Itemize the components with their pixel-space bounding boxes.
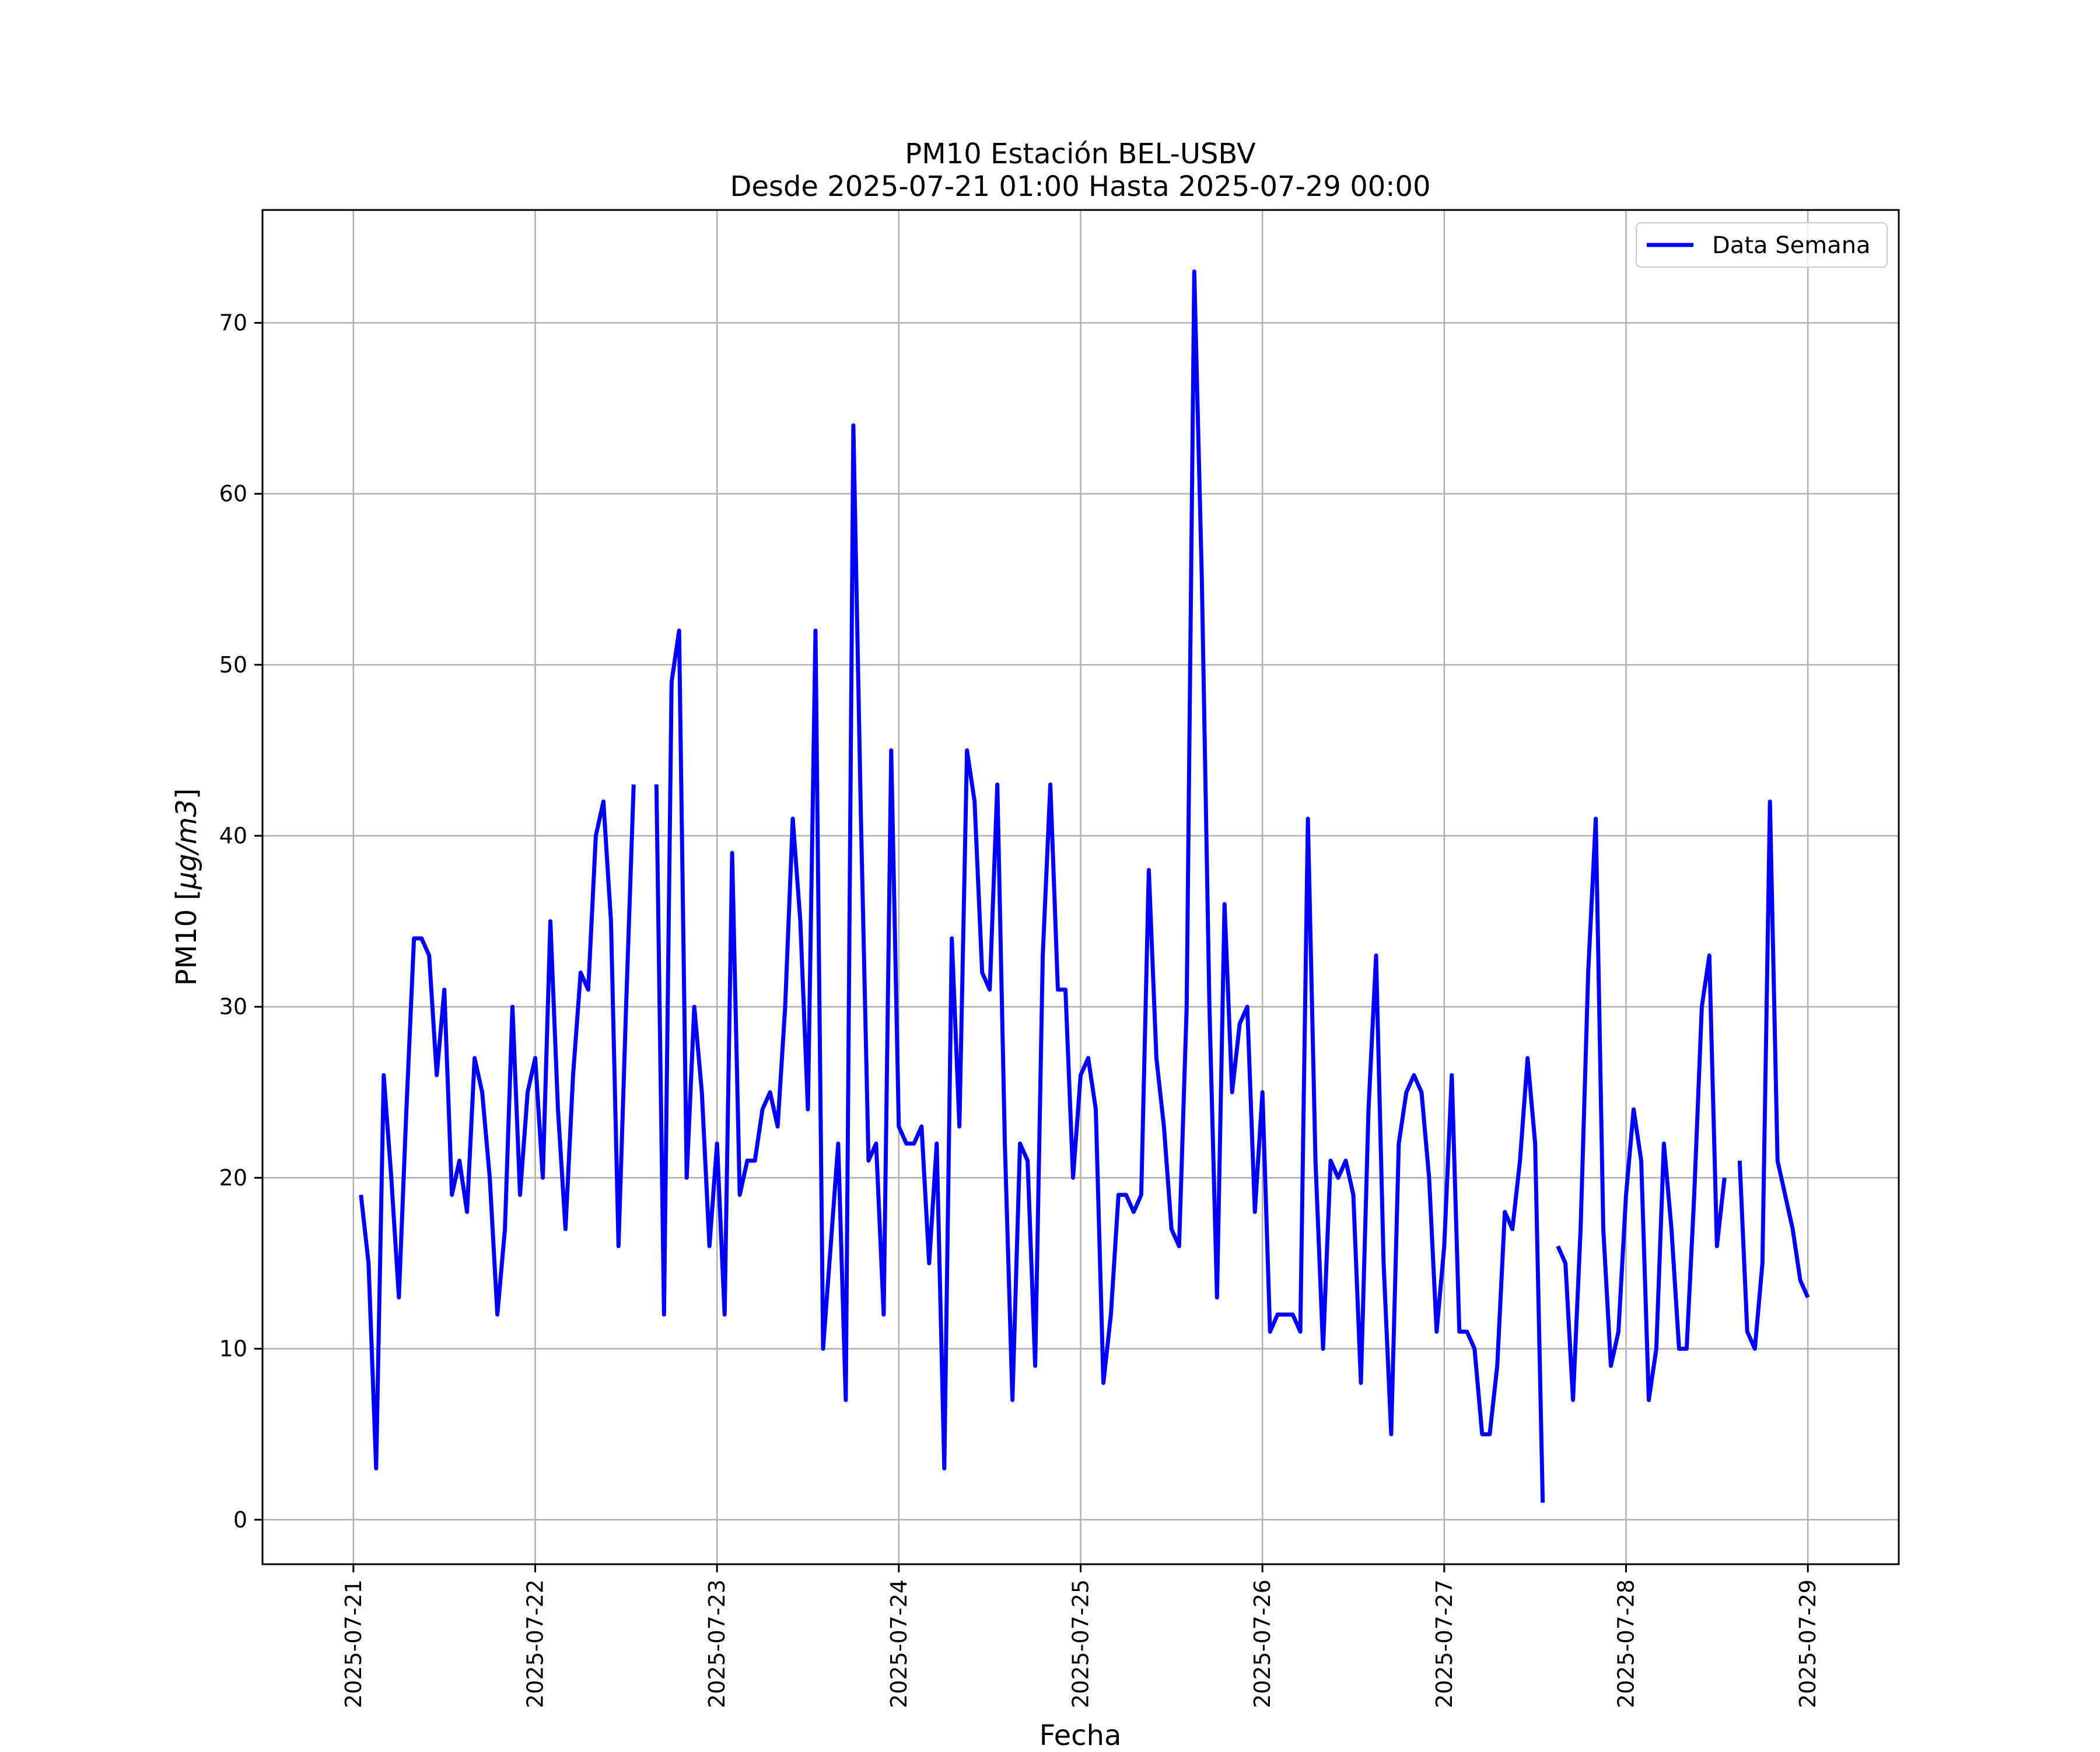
y-tick-label: 10 [219,1336,247,1362]
y-axis-label-end: ] [170,789,203,800]
y-tick-label: 30 [219,994,247,1019]
x-tick-label: 2025-07-21 [341,1579,366,1708]
series-line [359,269,1810,1503]
x-tick-label: 2025-07-22 [523,1579,548,1708]
y-tick-label: 70 [219,310,247,336]
y-axis-label-unit: μg/m3 [170,799,203,889]
x-tick-label: 2025-07-27 [1432,1579,1457,1708]
y-tick-label: 0 [233,1507,247,1533]
x-axis-label: Fecha [1040,1719,1122,1750]
x-tick-label: 2025-07-23 [704,1579,730,1708]
series-layer [359,269,1810,1503]
chart-subtitle: Desde 2025-07-21 01:00 Hasta 2025-07-29 … [730,170,1430,203]
chart-title: PM10 Estación BEL-USBV [905,138,1256,170]
y-axis-label-main: PM10 [ [170,889,203,986]
legend-label: Data Semana [1712,232,1871,259]
y-tick-label: 20 [219,1165,247,1190]
x-tick-label: 2025-07-25 [1068,1579,1094,1708]
x-tick-label: 2025-07-26 [1250,1579,1275,1708]
grid-lines [262,210,1899,1564]
axis-ticks: 2025-07-21 2025-07-22 2025-07-23 2025-07-24… [219,310,1821,1708]
y-tick-label: 60 [219,481,247,507]
legend-box [1636,222,1888,268]
x-tick-label: 2025-07-28 [1614,1579,1639,1708]
y-tick-label: 40 [219,823,247,849]
y-tick-label: 50 [219,652,247,678]
x-tick-label: 2025-07-24 [886,1579,912,1708]
y-axis-label: PM10 [μg/m3] [170,789,203,986]
x-tick-label: 2025-07-29 [1795,1579,1821,1708]
legend: Data Semana [1636,222,1888,268]
